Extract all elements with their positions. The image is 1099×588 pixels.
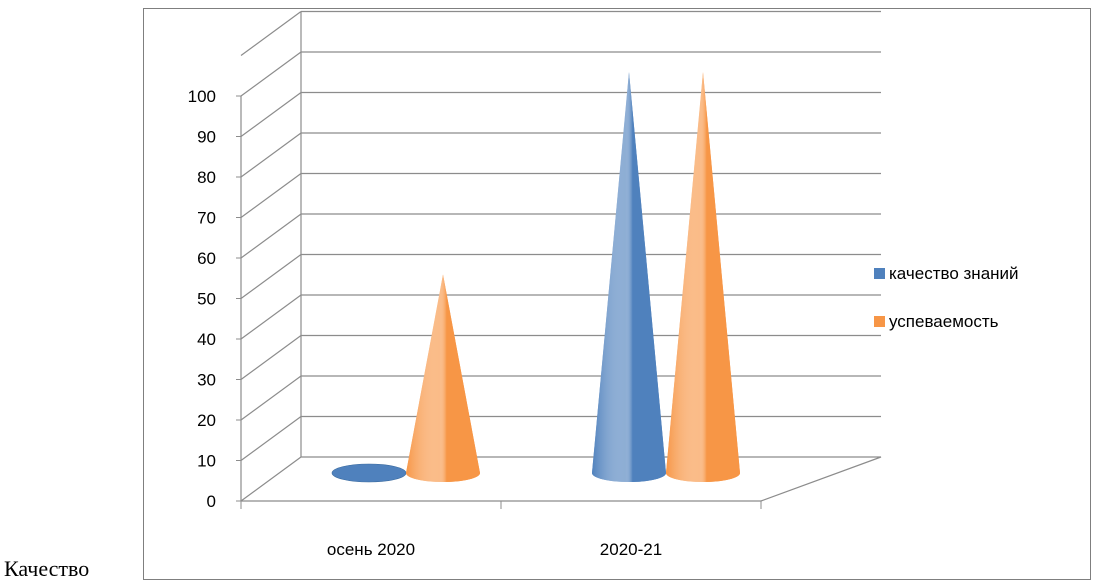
legend-swatch <box>874 268 885 279</box>
gridline-depth <box>240 92 302 137</box>
cone-shading <box>406 274 480 482</box>
cone-shading <box>592 72 666 482</box>
chart-frame: 0 10 20 30 40 50 60 70 80 90 100 осень 2020 2020-21… <box>143 8 1091 580</box>
y-tick-label: 20 <box>197 411 216 430</box>
legend: качество знаний успеваемость <box>874 264 1019 331</box>
cone-shading <box>666 72 740 482</box>
gridline-depth <box>240 173 302 218</box>
gridline-depth <box>240 335 302 380</box>
gridline-depth <box>240 11 302 56</box>
gridline-depth <box>240 51 302 97</box>
y-tick-label: 0 <box>207 492 216 511</box>
gridline-depth <box>240 416 302 461</box>
y-axis: 0 10 20 30 40 50 60 70 80 90 100 <box>188 87 242 511</box>
y-tick-label: 60 <box>197 249 216 268</box>
y-tick-label: 90 <box>197 128 216 147</box>
floor-outline <box>240 456 882 502</box>
y-tick-label: 70 <box>197 209 216 228</box>
gridline-depth <box>240 132 302 178</box>
gridline-depth <box>240 254 302 299</box>
y-tick-label: 10 <box>197 452 216 471</box>
x-tick-label: 2020-21 <box>600 540 662 559</box>
y-tick-label: 50 <box>197 290 216 309</box>
y-tick-label: 30 <box>197 371 216 390</box>
y-tick-label: 80 <box>197 168 216 187</box>
y-tick-label: 100 <box>188 87 216 106</box>
legend-label: успеваемость <box>889 312 999 331</box>
y-tick-label: 40 <box>197 330 216 349</box>
cone-base-flat <box>331 463 407 483</box>
x-axis: осень 2020 2020-21 <box>240 500 762 559</box>
chart-walls <box>240 11 882 502</box>
cones <box>331 72 740 483</box>
gridline-depth <box>240 213 302 259</box>
chart-svg: 0 10 20 30 40 50 60 70 80 90 100 осень 2020 2020-21… <box>188 10 1019 559</box>
caption-text: Качество <box>4 556 90 581</box>
legend-label: качество знаний <box>889 264 1019 283</box>
gridlines <box>240 10 881 461</box>
x-tick-label: осень 2020 <box>327 540 415 559</box>
legend-swatch <box>874 316 885 327</box>
gridline-depth <box>240 294 302 340</box>
gridline-depth <box>240 375 302 421</box>
